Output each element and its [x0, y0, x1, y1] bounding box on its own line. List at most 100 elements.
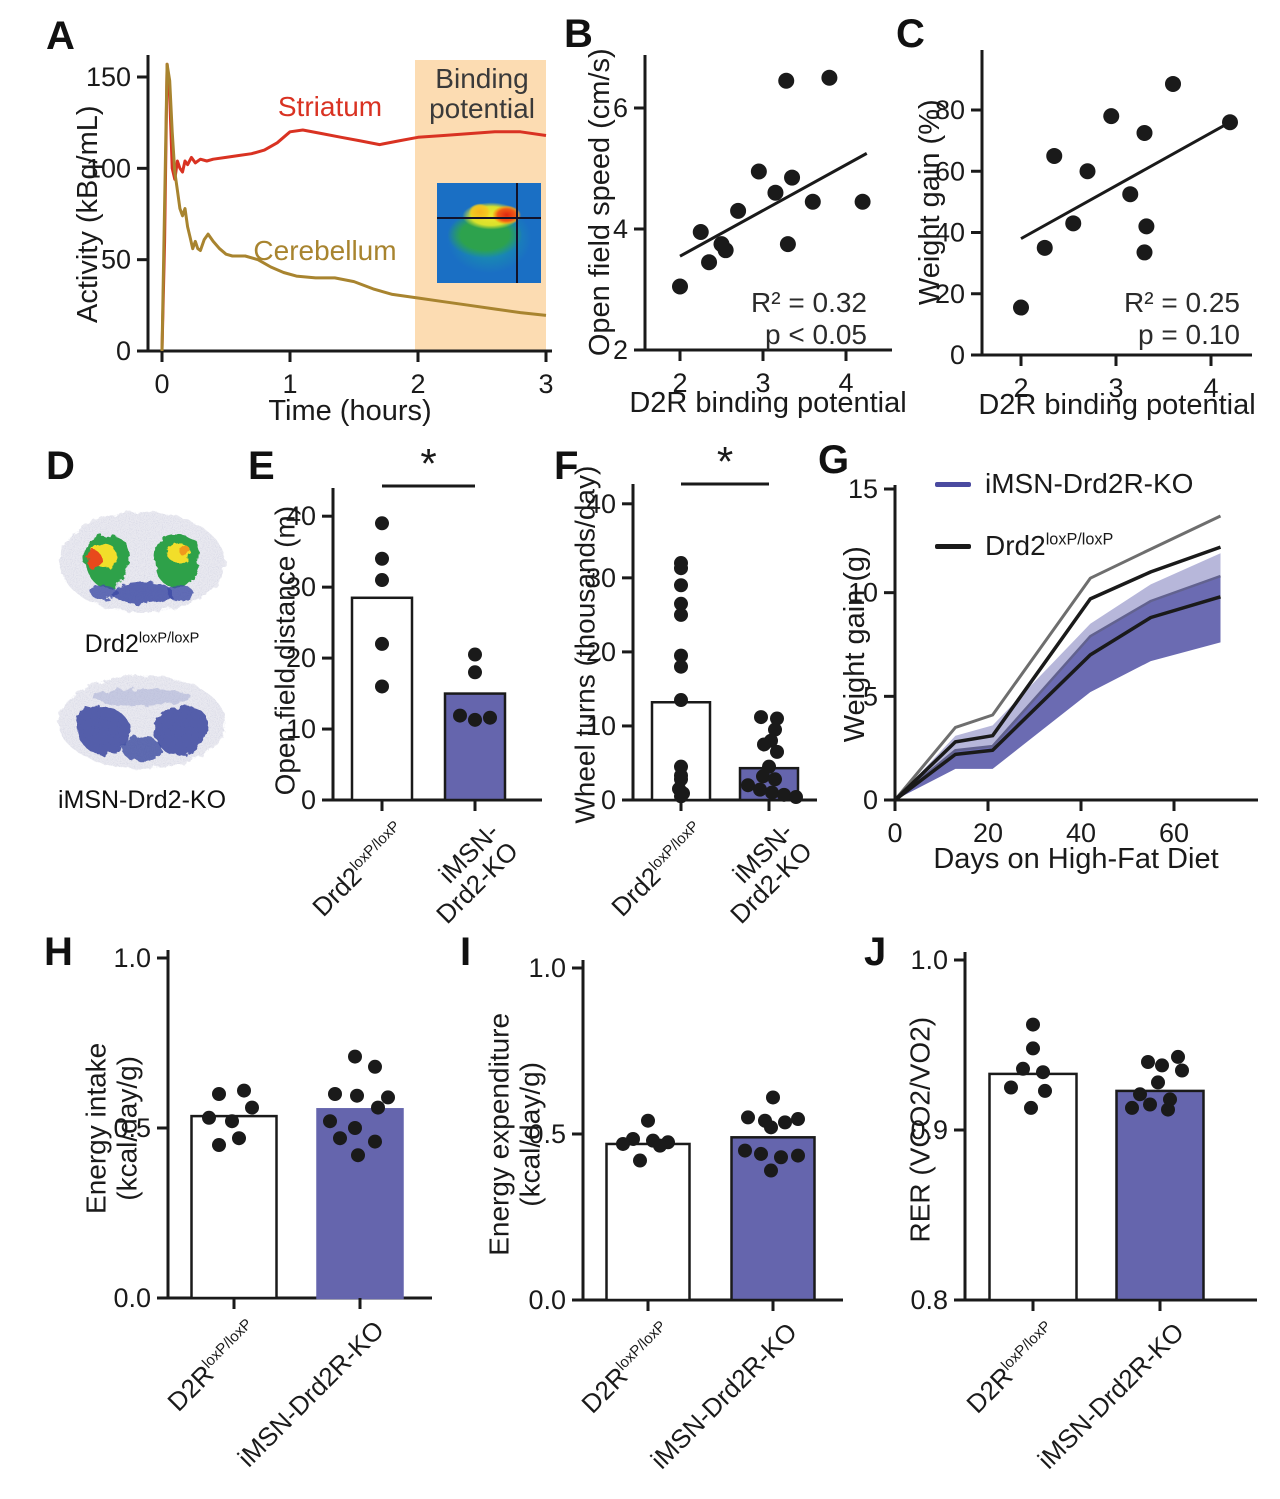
data-point: [1024, 1100, 1038, 1115]
y-tick-label: 50: [101, 245, 131, 275]
y-tick-label: 0: [950, 340, 965, 370]
p-value-annotation: p < 0.05: [765, 319, 867, 350]
significance-star: *: [420, 440, 436, 487]
y-tick-label: 20: [935, 279, 965, 309]
r-squared-annotation: R² = 0.32: [751, 287, 867, 318]
control-lower-ci-line: [894, 574, 1221, 801]
brain-section-ko-image: [58, 675, 226, 769]
x-tick-label: 2: [672, 368, 687, 398]
panel-g-weight-gain-chart: 0 20 40 60 0 5 10 15 Days on High-Fat Diet: [848, 474, 1258, 875]
data-point: [777, 787, 791, 802]
data-point: [754, 710, 768, 725]
data-point: [468, 712, 482, 727]
data-point: [1036, 239, 1053, 256]
p-value-annotation: p = 0.10: [1138, 319, 1240, 350]
y-tick-label: 1.0: [113, 943, 151, 973]
data-point: [1161, 1102, 1175, 1117]
data-point: [633, 1153, 647, 1168]
y-tick-label: 10: [848, 578, 878, 608]
data-point: [1138, 218, 1155, 235]
y-tick-label: 0.8: [910, 1285, 948, 1315]
data-point: [821, 69, 838, 86]
data-point: [202, 1110, 216, 1125]
dot-group-control: [1004, 1017, 1052, 1115]
data-point: [789, 790, 803, 805]
x-axis: 2 3 4: [645, 348, 892, 398]
bar-knockout: [1115, 1089, 1205, 1302]
data-point: [674, 607, 688, 622]
y-tick-label: 150: [86, 62, 131, 92]
cerebellum-label: Cerebellum: [253, 235, 396, 266]
data-point: [237, 1083, 251, 1098]
y-tick-label: 0.0: [113, 1283, 151, 1313]
brain-label-ko: iMSN-Drd2-KO: [57, 786, 227, 814]
x-tick-label: 60: [1159, 818, 1189, 848]
data-point: [1165, 75, 1181, 92]
data-point: [1151, 1075, 1165, 1090]
data-point: [768, 772, 782, 787]
ko-signal-left: [77, 705, 130, 757]
x-tick-label: 4: [838, 368, 853, 398]
data-point: [741, 778, 755, 793]
data-point: [674, 578, 688, 593]
panel-a-y-axis-title: Activity (kBq/mL): [71, 105, 104, 323]
x-tick-label: 3: [538, 369, 553, 399]
data-point: [778, 1115, 792, 1130]
x-tick-label: 3: [1108, 373, 1123, 403]
x-axis: 2 3 4: [982, 353, 1252, 403]
ko-signal-right: [154, 705, 207, 757]
data-point: [764, 1120, 778, 1135]
panel-label-h: H: [44, 930, 73, 974]
data-point: [738, 1143, 752, 1158]
binding-potential-label: potential: [429, 93, 535, 124]
y-tick-label: 0: [601, 785, 616, 815]
panel-label-b: B: [564, 12, 593, 56]
x-axis-title: Days on High-Fat Diet: [933, 843, 1218, 875]
cerebellum-line: [160, 62, 547, 352]
data-point: [1079, 163, 1096, 180]
panel-c-y-axis-title: Weight gain (%): [913, 99, 946, 306]
x-axis-title: D2R binding potential: [629, 387, 906, 419]
striatum-label: Striatum: [278, 91, 382, 122]
data-point: [333, 1131, 347, 1146]
dot-group-control: [202, 1083, 259, 1152]
dot-group-knockout: [1125, 1049, 1189, 1117]
data-point: [245, 1100, 259, 1115]
data-point: [351, 1148, 365, 1163]
data-point: [1122, 186, 1139, 203]
crosshair-vertical-line: [516, 183, 519, 283]
panel-label-e: E: [248, 444, 275, 488]
data-point: [765, 785, 779, 800]
data-point: [212, 1138, 226, 1152]
data-point: [1136, 124, 1153, 141]
bar-knockout: [316, 1108, 404, 1300]
data-point: [468, 665, 482, 680]
data-point: [791, 1148, 805, 1163]
panel-label-d: D: [46, 444, 75, 488]
data-point: [1026, 1017, 1040, 1032]
data-point: [717, 242, 734, 259]
y-tick-label: 10: [586, 711, 616, 741]
y-axis: 0 50 100 150: [86, 55, 150, 366]
y-tick-label: 6: [613, 93, 628, 123]
y-tick-label: 0.9: [910, 1115, 948, 1145]
data-point: [1065, 215, 1082, 232]
panel-label-j: J: [864, 930, 887, 974]
data-point: [804, 193, 821, 210]
y-tick-label: 20: [286, 643, 316, 673]
y-tick-label: 15: [848, 474, 878, 504]
y-tick-label: 20: [586, 637, 616, 667]
data-point: [453, 708, 467, 723]
significance-star: *: [717, 438, 733, 485]
y-tick-label: 40: [286, 501, 316, 531]
panel-h-y-axis-title: Energy intake (kcal/day/g): [80, 1042, 143, 1214]
data-point: [375, 636, 389, 651]
data-point: [368, 1134, 382, 1149]
y-tick-label: 5: [863, 681, 878, 711]
data-point: [375, 551, 389, 566]
data-point: [674, 648, 688, 663]
y-tick-label: 40: [586, 489, 616, 519]
data-point: [741, 1110, 755, 1125]
y-tick-label: 10: [286, 714, 316, 744]
